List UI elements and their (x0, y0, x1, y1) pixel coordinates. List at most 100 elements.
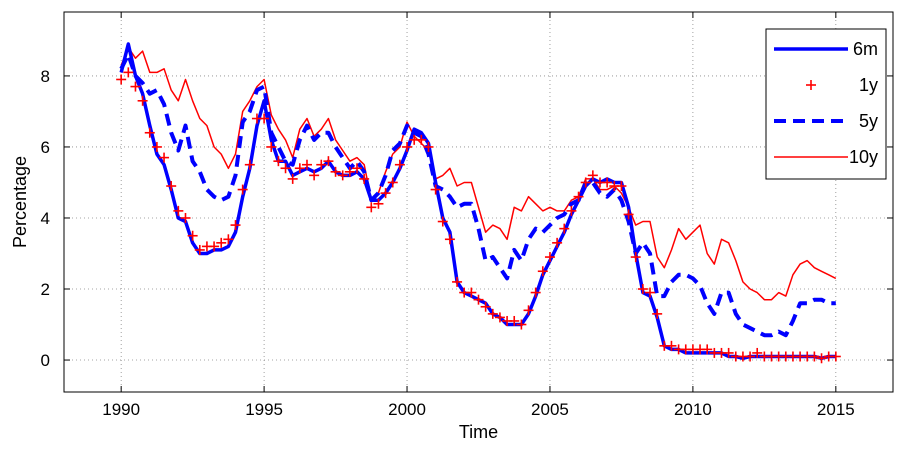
data-point-1y (466, 287, 477, 298)
data-point-1y (537, 266, 548, 277)
data-point-1y (159, 152, 170, 163)
data-point-1y (430, 184, 441, 195)
data-point-1y (630, 252, 641, 263)
data-point-1y (344, 166, 355, 177)
x-tick-label: 2015 (817, 400, 855, 419)
data-point-1y (566, 205, 577, 216)
x-tick-label: 2000 (388, 400, 426, 419)
data-point-1y (373, 198, 384, 209)
data-point-1y (180, 212, 191, 223)
data-point-1y (587, 170, 598, 181)
data-point-1y (287, 173, 298, 184)
data-point-1y (359, 173, 370, 184)
x-tick-label: 2005 (531, 400, 569, 419)
data-point-1y (137, 95, 148, 106)
plot-area (63, 11, 894, 393)
data-point-1y (380, 188, 391, 199)
y-tick-label: 8 (41, 67, 50, 86)
data-point-1y (544, 252, 555, 263)
data-point-1y (194, 244, 205, 255)
data-point-1y (402, 141, 413, 152)
data-point-1y (723, 347, 734, 358)
data-point-1y (337, 170, 348, 181)
data-point-1y (266, 141, 277, 152)
data-point-1y (516, 319, 527, 330)
data-point-1y (444, 234, 455, 245)
data-point-1y (616, 181, 627, 192)
data-point-1y (473, 294, 484, 305)
data-point-1y (387, 177, 398, 188)
data-point-1y (316, 159, 327, 170)
data-point-1y (509, 315, 520, 326)
data-point-1y (259, 113, 270, 124)
legend-label-6m: 6m (853, 39, 878, 59)
data-point-1y (702, 344, 713, 355)
y-tick-label: 6 (41, 138, 50, 157)
y-tick-label: 0 (41, 351, 50, 370)
legend: 6m 1y 5y 10y (765, 28, 887, 180)
data-point-1y (309, 170, 320, 181)
data-point-1y (830, 351, 841, 362)
data-point-1y (552, 237, 563, 248)
data-point-1y (602, 177, 613, 188)
legend-swatch-1y (806, 80, 816, 90)
data-point-1y (573, 191, 584, 202)
data-point-1y (323, 156, 334, 167)
data-point-1y (294, 163, 305, 174)
data-point-1y (494, 312, 505, 323)
data-point-1y (487, 308, 498, 319)
grid (64, 12, 893, 392)
data-point-1y (816, 353, 827, 364)
data-point-1y (645, 287, 656, 298)
data-point-1y (216, 237, 227, 248)
data-point-1y (151, 141, 162, 152)
legend-label-1y: 1y (859, 75, 878, 95)
x-axis-label: Time (459, 422, 498, 442)
data-point-1y (366, 202, 377, 213)
data-point-1y (144, 127, 155, 138)
data-point-1y (166, 181, 177, 192)
x-tick-label: 2010 (674, 400, 712, 419)
data-point-1y (580, 177, 591, 188)
data-point-1y (416, 134, 427, 145)
data-point-1y (623, 209, 634, 220)
data-point-1y (352, 163, 363, 174)
data-point-1y (209, 241, 220, 252)
data-point-1y (301, 159, 312, 170)
data-point-1y (437, 216, 448, 227)
data-point-1y (237, 184, 248, 195)
series-group (116, 42, 841, 364)
data-point-1y (559, 223, 570, 234)
y-tick-label: 2 (41, 280, 50, 299)
data-point-1y (123, 67, 134, 78)
data-point-1y (652, 308, 663, 319)
data-point-1y (752, 347, 763, 358)
data-point-1y (330, 166, 341, 177)
data-point-1y (244, 159, 255, 170)
data-point-1y (809, 351, 820, 362)
data-point-1y (666, 340, 677, 351)
data-point-1y (480, 301, 491, 312)
legend-box (765, 28, 887, 180)
data-point-1y (745, 351, 756, 362)
data-point-1y (273, 156, 284, 167)
data-point-1y (280, 163, 291, 174)
data-point-1y (187, 230, 198, 241)
y-tick-label: 4 (41, 209, 50, 228)
data-point-1y (423, 141, 434, 152)
data-point-1y (130, 81, 141, 92)
series-1y (116, 67, 841, 364)
data-point-1y (116, 74, 127, 85)
x-tick-label: 1990 (102, 400, 140, 419)
axis-ticks: 1990 1995 2000 2005 2010 2015 0 2 4 6 8 (41, 12, 893, 419)
data-point-1y (173, 205, 184, 216)
series-5y (119, 52, 836, 338)
legend-label-10y: 10y (849, 147, 878, 167)
data-point-1y (637, 284, 648, 295)
data-point-1y (523, 305, 534, 316)
y-axis-label: Percentage (10, 156, 30, 248)
legend-label-5y: 5y (859, 111, 878, 131)
data-point-1y (230, 220, 241, 231)
